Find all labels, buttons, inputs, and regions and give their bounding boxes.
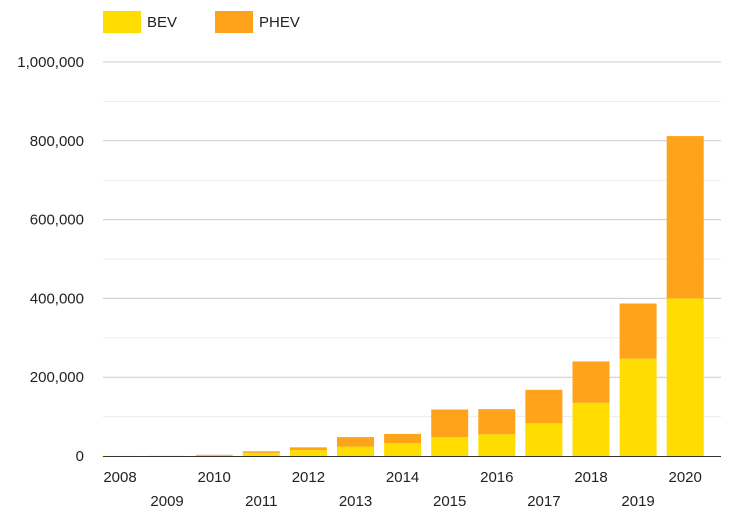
legend-label-bev: BEV bbox=[147, 14, 177, 31]
bar-bev-2018 bbox=[572, 402, 610, 456]
legend-swatch-bev bbox=[103, 11, 141, 33]
bar-phev-2010 bbox=[195, 454, 233, 456]
bar-bev-2010 bbox=[195, 455, 233, 456]
y-tick-label: 800,000 bbox=[30, 133, 84, 150]
bar-phev-2018 bbox=[572, 361, 610, 403]
x-tick-label: 2016 bbox=[480, 469, 513, 486]
x-tick-label: 2010 bbox=[198, 469, 231, 486]
bar-phev-2014 bbox=[384, 433, 422, 443]
bar-phev-2016 bbox=[478, 409, 516, 435]
x-tick-label: 2012 bbox=[292, 469, 325, 486]
bars bbox=[101, 136, 704, 457]
bar-phev-2012 bbox=[289, 447, 327, 451]
x-tick-label: 2015 bbox=[433, 493, 466, 510]
bar-bev-2011 bbox=[242, 452, 280, 456]
y-tick-label: 400,000 bbox=[30, 290, 84, 307]
bar-phev-2017 bbox=[525, 389, 563, 424]
x-tick-label: 2013 bbox=[339, 493, 372, 510]
bar-bev-2015 bbox=[431, 437, 469, 456]
x-tick-label: 2020 bbox=[669, 469, 702, 486]
x-tick-label: 2009 bbox=[150, 493, 183, 510]
y-tick-label: 0 bbox=[76, 448, 84, 465]
y-axis-tick-labels: 0 200,000 400,000 600,000 800,000 1,000,000 bbox=[17, 54, 84, 465]
x-axis-tick-labels: 2008 2009 2010 2011 2012 2013 2014 2015 2016 2017… bbox=[103, 469, 702, 510]
bar-bev-2019 bbox=[619, 358, 657, 456]
x-tick-label: 2014 bbox=[386, 469, 419, 486]
bar-phev-2013 bbox=[337, 437, 374, 447]
bar-phev-2011 bbox=[242, 451, 280, 453]
bar-bev-2013 bbox=[337, 446, 374, 456]
bar-bev-2014 bbox=[384, 442, 422, 456]
bar-phev-2015 bbox=[431, 409, 469, 438]
bar-bev-2020 bbox=[666, 298, 704, 456]
bar-bev-2016 bbox=[478, 434, 516, 456]
bar-bev-2012 bbox=[289, 450, 327, 456]
gridlines bbox=[103, 61, 721, 418]
y-tick-label: 1,000,000 bbox=[17, 54, 84, 71]
legend-label-phev: PHEV bbox=[259, 14, 300, 31]
x-tick-label: 2019 bbox=[621, 493, 654, 510]
y-tick-label: 600,000 bbox=[30, 212, 84, 229]
bar-phev-2020 bbox=[666, 136, 704, 299]
x-tick-label: 2018 bbox=[574, 469, 607, 486]
x-tick-label: 2017 bbox=[527, 493, 560, 510]
bar-bev-2017 bbox=[525, 423, 563, 456]
x-tick-label: 2008 bbox=[103, 469, 136, 486]
bar-phev-2019 bbox=[619, 303, 657, 359]
legend-swatch-phev bbox=[215, 11, 253, 33]
chart-legend: BEV PHEV bbox=[103, 11, 300, 33]
y-tick-label: 200,000 bbox=[30, 369, 84, 386]
x-tick-label: 2011 bbox=[245, 493, 277, 510]
